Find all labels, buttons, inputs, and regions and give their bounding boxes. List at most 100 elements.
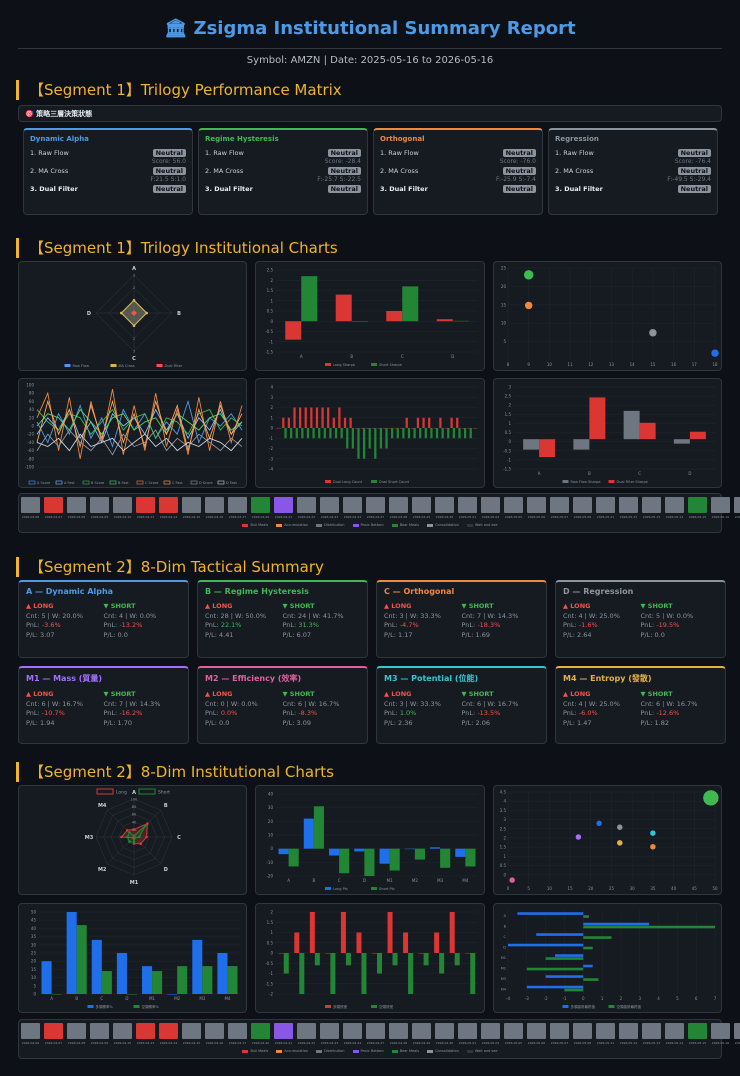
regime-date: 2026-04-10 [113, 1041, 132, 1045]
row-label: 1. Raw Flow [30, 149, 69, 157]
short-col: ▼ SHORT Cnt: 6 | W: 16.7% PnL: -13.5% P/L: … [462, 690, 540, 728]
long-label: ▲ LONG [563, 690, 591, 698]
regime-cell [573, 1023, 592, 1039]
status-badge: Neutral [152, 149, 186, 157]
short-pf: P/L: 1.82 [640, 718, 669, 727]
chart-bar [323, 428, 326, 439]
long-pnl: 1.0% [399, 709, 417, 717]
y-tick-label: C [504, 935, 507, 939]
chart-bar [388, 428, 392, 429]
radar-point [125, 828, 129, 832]
chart-bar [327, 407, 330, 428]
chart-bar [400, 428, 403, 429]
chart-bar [346, 428, 349, 449]
regime-date: 2026-04-27 [366, 515, 385, 519]
bar-chart-signals: 2 1.5 1 0.5 0 -0.5 -1 -1.5 -2 多頭訊號 空頭訊號 [265, 910, 478, 1009]
y-tick-label: -40 [27, 440, 34, 445]
radar-tick-label: 60 [132, 813, 136, 817]
regime-date: 2026-04-21 [274, 1041, 293, 1045]
y-tick-label: 2 [503, 836, 506, 841]
regime-cell [619, 1023, 638, 1039]
short-pnl: -12.6% [656, 709, 680, 717]
legend-text: Accumulation [284, 1049, 309, 1053]
row-label: 1. Raw Flow [205, 149, 244, 157]
row-label: 2. MA Cross [205, 167, 244, 175]
regime-date: 2026-05-06 [527, 515, 546, 519]
chart-bar [356, 932, 362, 953]
y-tick-label: 1.5 [267, 920, 274, 925]
dim-card: M4 — Entropy (發散) ▲ LONG Cnt: 4 | W: 25.0… [555, 666, 726, 744]
trilogy-name: Dynamic Alpha [30, 135, 89, 143]
chart-bar [354, 848, 365, 852]
chart-bar [508, 943, 584, 947]
chart-bar [428, 417, 431, 428]
regime-cell [573, 497, 592, 513]
legend-text: Consolidation [435, 1049, 459, 1053]
long-pnl-row: PnL: -6.0% [563, 709, 598, 717]
y-tick-label: 25 [501, 266, 507, 271]
y-tick-label: -1.5 [503, 467, 511, 472]
short-label: ▼ SHORT [461, 602, 494, 610]
x-tick-label: 0 [582, 996, 585, 1001]
y-tick-label: -80 [27, 456, 34, 461]
chart-bar [335, 294, 352, 322]
regime-date: 2026-04-17 [228, 1041, 247, 1045]
chart-bar [364, 848, 375, 876]
regime-cell [274, 1023, 293, 1039]
chart-bar [351, 428, 354, 449]
long-pnl-row: PnL: -1.6% [563, 621, 598, 629]
chart-bar [345, 953, 351, 966]
x-tick-label: M1 [387, 878, 393, 883]
legend-label: Short Sharpe [379, 363, 402, 367]
chart-bar [374, 428, 377, 459]
y-tick-label: 2.5 [500, 826, 507, 831]
x-tick-label: 2 [620, 996, 623, 1001]
legend-item: Bull Meals [242, 1049, 268, 1053]
y-tick-label: 2.5 [267, 268, 274, 273]
chart-bar [452, 320, 469, 322]
chart-bar [458, 428, 461, 439]
short-count: Cnt: 7 | W: 14.3% [103, 699, 161, 708]
regime-cell [182, 1023, 201, 1039]
short-pf: P/L: 1.69 [461, 630, 490, 639]
section-title-3: 【Segment 2】8-Dim Tactical Summary [16, 557, 724, 577]
chart-bar [314, 953, 320, 966]
short-label: ▼ SHORT [461, 690, 494, 698]
raw-flow-row: 1. Raw Flow Neutral [205, 149, 361, 157]
radar-axis-label: M4 [98, 803, 107, 809]
legend-item: Wait and see [466, 1049, 498, 1053]
regime-date: 2026-04-17 [228, 515, 247, 519]
regime-cell [389, 497, 408, 513]
long-pf: P/L: 1.94 [26, 718, 55, 727]
legend-label: 多頭訊號 [333, 1004, 347, 1009]
legend-item: Panic Bottom [352, 1049, 384, 1053]
regime-cell [297, 1023, 316, 1039]
y-tick-label: 40 [29, 407, 35, 412]
regime-date: 2026-04-09 [90, 515, 109, 519]
y-tick-label: 10 [31, 975, 37, 980]
row-label: 3. Dual Filter [555, 185, 603, 193]
legend-item: Accumulation [276, 523, 308, 527]
radar-chart-8dim: ABCDM1M2M3M410080604020LongShort [85, 788, 181, 886]
y-tick-label: -1 [269, 436, 273, 441]
chart-bar [287, 417, 291, 428]
chart-card-scatter2: 4.5 4 3.5 3 2.5 2 1.5 1 0.5 0 0 5 10 15 20 25 30 35 40 45 50 [493, 785, 722, 895]
x-tick-label: 17 [692, 362, 698, 367]
series-line [36, 429, 243, 456]
x-tick-label: 15 [650, 362, 656, 367]
long-pnl: -10.7% [41, 709, 65, 717]
legend-swatch [325, 363, 331, 366]
x-tick-label: 14 [630, 362, 636, 367]
legend-swatch [562, 1005, 569, 1008]
y-tick-label: 60 [29, 399, 35, 404]
chart-bar [343, 417, 347, 428]
dual-filter-row: 3. Dual Filter Neutral [205, 185, 361, 193]
long-pnl: 0.0% [220, 709, 238, 717]
x-tick-label: 13 [609, 362, 615, 367]
x-tick-label: -3 [525, 996, 529, 1001]
short-col: ▼ SHORT Cnt: 4 | W: 0.0% PnL: -13.2% P/L: 0… [104, 602, 182, 640]
chart-bar [290, 428, 293, 439]
radar-tick-label: 3 [133, 274, 135, 278]
chart-bar [440, 848, 451, 868]
